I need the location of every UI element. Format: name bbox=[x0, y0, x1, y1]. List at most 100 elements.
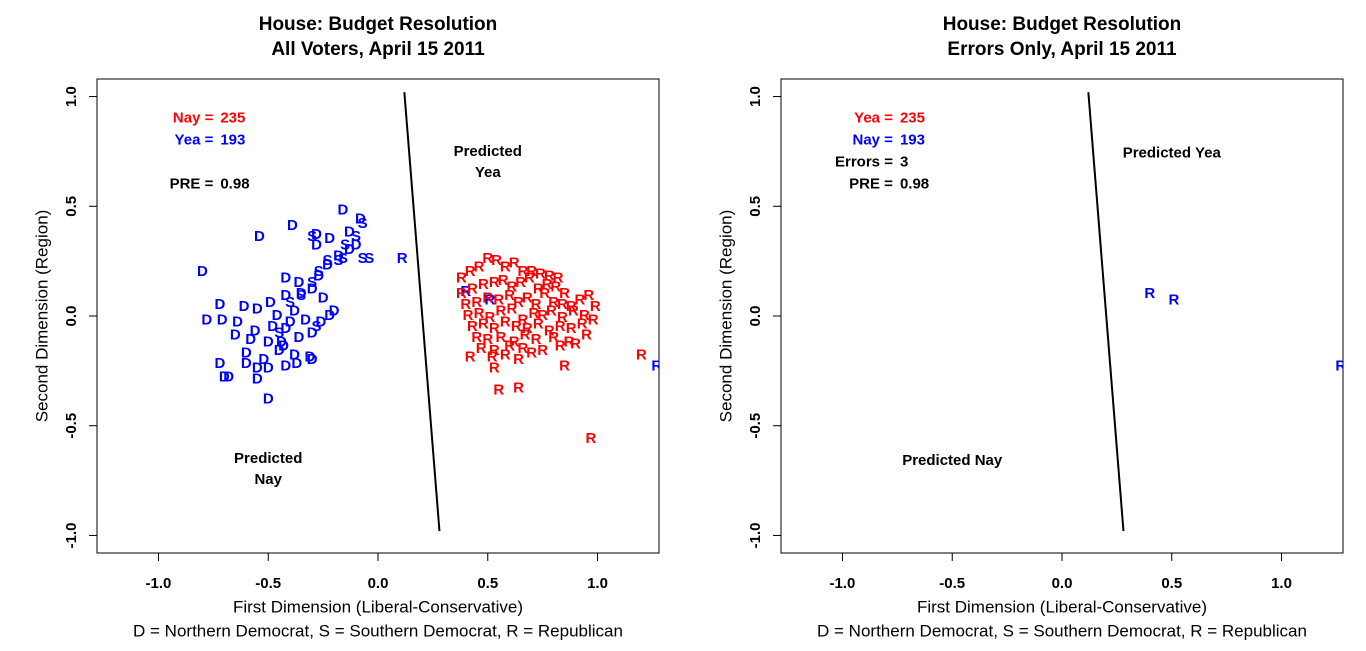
y-tick-label: 1.0 bbox=[63, 86, 80, 107]
point: R bbox=[515, 274, 526, 291]
x-tick-label: -1.0 bbox=[146, 575, 172, 592]
point: S bbox=[340, 237, 350, 254]
point: R bbox=[533, 316, 544, 333]
point: D bbox=[267, 318, 278, 335]
point: R bbox=[636, 346, 647, 363]
point: R bbox=[509, 254, 520, 271]
point: D bbox=[241, 344, 252, 361]
point: R bbox=[498, 272, 509, 289]
point: D bbox=[287, 217, 298, 234]
point: R bbox=[548, 329, 559, 346]
point: R bbox=[557, 309, 568, 326]
x-tick-label: -1.0 bbox=[830, 575, 856, 592]
x-axis-label: First Dimension (Liberal-Conservative) bbox=[917, 597, 1207, 616]
point: R bbox=[537, 342, 548, 359]
x-tick-label: 0.0 bbox=[1052, 575, 1073, 592]
y-tick-label: 0.5 bbox=[747, 196, 764, 217]
point: D bbox=[280, 357, 291, 374]
point: R bbox=[522, 320, 533, 337]
point: R bbox=[590, 298, 601, 315]
point: R bbox=[471, 294, 482, 311]
point: R bbox=[474, 259, 485, 276]
point: D bbox=[344, 224, 355, 241]
region-label: Predicted Nay bbox=[902, 452, 1003, 469]
point: R bbox=[489, 274, 500, 291]
point: S bbox=[314, 263, 324, 280]
point: R bbox=[535, 265, 546, 282]
point: R bbox=[489, 342, 500, 359]
point: D bbox=[263, 360, 274, 377]
point: D bbox=[250, 322, 261, 339]
annotation-value: 193 bbox=[220, 131, 245, 148]
point: D bbox=[215, 355, 226, 372]
annotation-value: 235 bbox=[220, 109, 245, 126]
x-tick-label: 0.0 bbox=[368, 575, 389, 592]
chart-subtitle: Errors Only, April 15 2011 bbox=[947, 39, 1177, 60]
point: D bbox=[252, 371, 263, 388]
point: R bbox=[575, 292, 586, 309]
point: R bbox=[482, 250, 493, 267]
point: R bbox=[397, 250, 408, 267]
point: R bbox=[476, 340, 487, 357]
point: R bbox=[485, 309, 496, 326]
point: R bbox=[513, 379, 524, 396]
point: R bbox=[460, 283, 471, 300]
x-axis-label: First Dimension (Liberal-Conservative) bbox=[233, 597, 523, 616]
plot-frame bbox=[780, 78, 1344, 554]
plot-area: Nay = 235 Yea = 193 PRE = 0.98 Predicted Yea Pre… bbox=[170, 92, 662, 532]
point: S bbox=[338, 250, 348, 267]
point: R bbox=[467, 318, 478, 335]
point: R bbox=[467, 281, 478, 298]
point: R bbox=[555, 318, 566, 335]
point: D bbox=[272, 307, 283, 324]
point: R bbox=[555, 338, 566, 355]
point: D bbox=[324, 307, 335, 324]
point: R bbox=[531, 331, 542, 348]
x-tick-label: 0.5 bbox=[477, 575, 498, 592]
point: S bbox=[307, 228, 317, 245]
point: R bbox=[553, 270, 564, 287]
point: R bbox=[471, 329, 482, 346]
annotation-value: 0.98 bbox=[220, 175, 249, 192]
point: D bbox=[217, 311, 228, 328]
point: R bbox=[513, 294, 524, 311]
y-axis-label: Second Dimension (Region) bbox=[716, 210, 735, 423]
point: D bbox=[280, 287, 291, 304]
point: R bbox=[557, 296, 568, 313]
point: D bbox=[278, 338, 289, 355]
point: D bbox=[252, 300, 263, 317]
point: D bbox=[307, 325, 318, 342]
point: D bbox=[258, 351, 269, 368]
point: R bbox=[456, 285, 467, 302]
point: D bbox=[307, 351, 318, 368]
point: D bbox=[305, 349, 316, 366]
point: R bbox=[651, 357, 662, 374]
point: R bbox=[548, 294, 559, 311]
point: R bbox=[482, 331, 493, 348]
region-label: Predicted bbox=[234, 450, 302, 467]
annotation-label: Yea = bbox=[175, 131, 214, 148]
x-tick-label: 1.0 bbox=[1271, 575, 1292, 592]
point: R bbox=[493, 292, 504, 309]
chart-title: House: Budget Resolution bbox=[259, 14, 498, 35]
point: D bbox=[291, 355, 302, 372]
annotation-label: PRE = bbox=[849, 175, 893, 192]
point: R bbox=[496, 329, 507, 346]
point: R bbox=[537, 307, 548, 324]
point: D bbox=[322, 256, 333, 273]
point: D bbox=[294, 274, 305, 291]
point: D bbox=[351, 237, 362, 254]
point: R bbox=[478, 276, 489, 293]
point: D bbox=[313, 267, 324, 284]
point: R bbox=[482, 289, 493, 306]
point: R bbox=[566, 298, 577, 315]
point: S bbox=[307, 274, 317, 291]
point: D bbox=[294, 329, 305, 346]
annotation-label: Nay = bbox=[173, 109, 214, 126]
point: R bbox=[568, 303, 579, 320]
point: D bbox=[197, 263, 208, 280]
point: D bbox=[300, 311, 311, 328]
x-tick-label: -0.5 bbox=[939, 575, 965, 592]
point: R bbox=[517, 263, 528, 280]
point: D bbox=[285, 314, 296, 331]
